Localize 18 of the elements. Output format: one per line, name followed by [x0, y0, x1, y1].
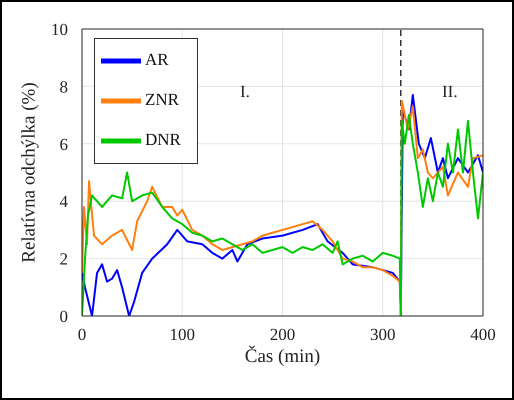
- y-tick-label: 6: [60, 134, 68, 154]
- x-tick-label: 100: [170, 325, 195, 344]
- y-tick-label: 10: [51, 20, 68, 40]
- x-tick-label: 300: [370, 325, 396, 344]
- y-tick-label: 8: [60, 77, 68, 96]
- legend-label: DNR: [145, 130, 181, 149]
- legend-label: ZNR: [145, 90, 179, 109]
- x-tick-label: 200: [270, 325, 296, 344]
- x-tick-label: 0: [78, 325, 86, 344]
- x-axis-title: Čas (min): [244, 345, 320, 367]
- legend-label: AR: [145, 50, 169, 69]
- x-tick-label: 400: [470, 325, 496, 344]
- y-tick-label: 4: [60, 192, 68, 212]
- y-tick-label: 0: [60, 307, 68, 326]
- annotation: I.: [240, 82, 250, 102]
- annotation: II.: [442, 82, 458, 102]
- y-tick-label: 2: [60, 250, 68, 269]
- y-axis-title: Relatívna odchýlka (%): [18, 82, 40, 263]
